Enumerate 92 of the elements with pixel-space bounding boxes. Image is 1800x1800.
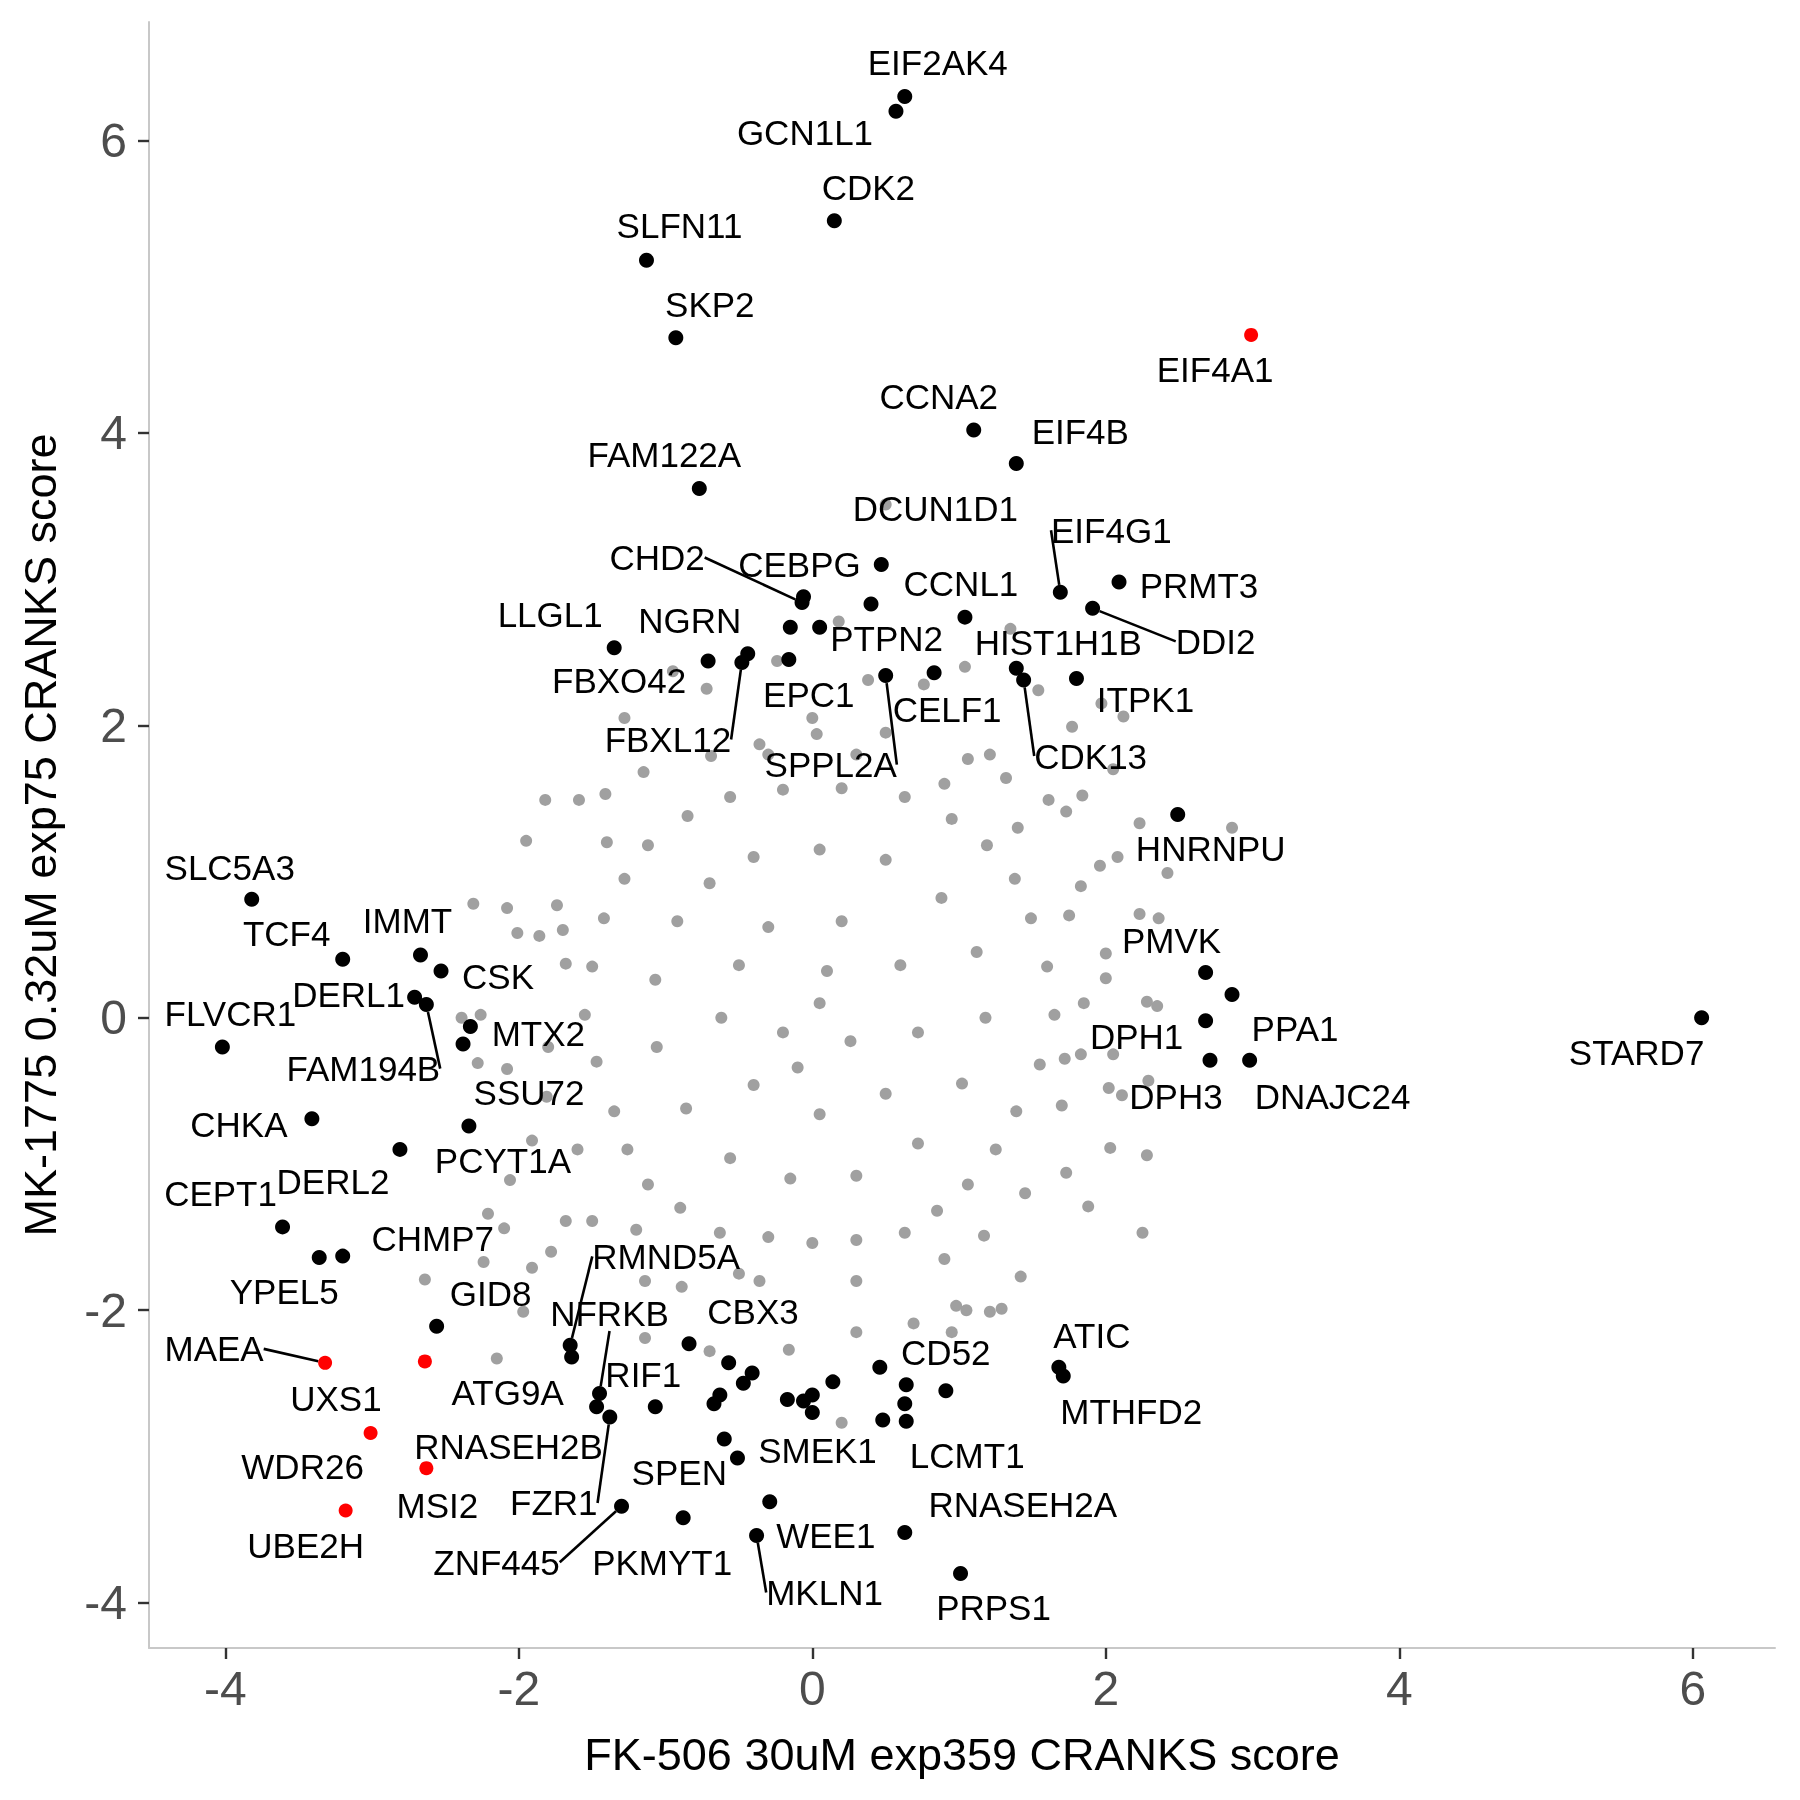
annotation: MTX2 [491,1014,586,1054]
y-tick-label: -2 [84,1283,127,1337]
annotation: SPPL2A [764,745,898,785]
annotation: CCNA2 [879,377,999,417]
annotation: ZNF445 [433,1542,560,1582]
annotation: DDI2 [1175,621,1256,661]
annotation: SSU72 [473,1072,585,1112]
x-tick-label: 4 [1385,1661,1413,1715]
y-tick-label: 4 [100,406,127,460]
x-axis-title: FK-506 30uM exp359 CRANKS score [584,1729,1340,1780]
annotation: GID8 [449,1273,532,1313]
annotation: YPEL5 [229,1272,339,1312]
annotation: SPEN [631,1453,727,1493]
annotation: CCNL1 [903,563,1019,603]
annotation: HNRNPU [1135,829,1286,869]
annotation: ATIC [1053,1315,1131,1355]
annotation: CDK2 [821,168,916,208]
annotation: DERL1 [292,974,406,1014]
x-tick-label: 2 [1092,1661,1120,1715]
annotation: DERL2 [276,1161,390,1201]
annotation: FAM194B [286,1049,441,1089]
annotation: WDR26 [241,1446,364,1486]
y-axis-title: MK-1775 0.32uM exp75 CRANKS score [15,433,66,1237]
y-tick-label: -4 [84,1576,127,1630]
annotation: CELF1 [892,690,1002,730]
annotation: DNAJC24 [1254,1076,1411,1116]
annotation: PPA1 [1251,1008,1339,1048]
annotation: MTHFD2 [1060,1391,1203,1431]
annotation: SLFN11 [616,205,743,245]
annotation: EIF2AK4 [867,43,1008,83]
annotation: UBE2H [247,1526,365,1566]
annotation: EPC1 [763,675,855,715]
annotation: STARD7 [1568,1033,1705,1073]
annotation: ATG9A [451,1372,565,1412]
annotation: DPH3 [1129,1076,1223,1116]
x-tick-label: 0 [798,1661,826,1715]
annotation: RIF1 [605,1355,682,1395]
x-tick-label: 6 [1679,1661,1707,1715]
annotation: FBXO42 [552,661,687,701]
y-tick-label: 2 [100,698,127,752]
annotation: TCF4 [242,913,331,953]
x-tick-label: -4 [203,1661,247,1715]
annotation: PMVK [1122,920,1222,960]
annotation: PKMYT1 [592,1543,733,1583]
annotation: EIF4G1 [1051,510,1172,550]
annotation: RNASEH2B [414,1427,603,1467]
annotation: PRMT3 [1139,565,1259,605]
point [417,1354,432,1369]
annotation: MSI2 [396,1485,479,1525]
annotation: CSK [462,957,535,997]
annotation: CEPT1 [164,1174,277,1214]
point [419,1461,434,1476]
annotation: CDK13 [1034,736,1148,776]
point [1244,327,1259,342]
annotation: DCUN1D1 [852,488,1018,528]
annotation: PCYT1A [434,1141,572,1181]
annotation: LCMT1 [909,1435,1025,1475]
annotation: CEBPG [738,545,861,585]
annotation: CBX3 [707,1292,799,1332]
annotation: DPH1 [1089,1017,1184,1057]
annotation: EIF4A1 [1156,350,1274,390]
annotation: CHD2 [609,538,705,578]
annotation: PTPN2 [830,618,944,658]
annotation: CHMP7 [371,1218,494,1258]
annotation: FAM122A [587,434,742,474]
point [318,1355,333,1370]
annotation: MKLN1 [766,1572,883,1612]
point [363,1426,378,1441]
annotation: IMMT [362,901,453,941]
annotation: FBXL12 [604,719,732,759]
annotation: SLC5A3 [164,847,295,887]
annotation: FZR1 [510,1483,598,1523]
annotation: SMEK1 [758,1431,877,1471]
y-tick-label: 0 [100,991,127,1045]
annotation: MAEA [164,1329,265,1369]
annotation: PRPS1 [936,1587,1051,1627]
y-tick-label: 6 [100,113,127,167]
x-tick-label: -2 [497,1661,541,1715]
annotation: CD52 [901,1332,991,1372]
annotation: ITPK1 [1096,680,1195,720]
annotation: SKP2 [665,285,755,325]
annotation: WEE1 [776,1516,876,1556]
annotation: HIST1H1B [974,622,1142,662]
annotation: GCN1L1 [736,112,874,152]
annotation: RMND5A [592,1236,741,1276]
point [338,1503,353,1518]
annotation: CHKA [190,1105,289,1145]
annotation: LLGL1 [497,595,603,635]
annotation: EIF4B [1031,412,1129,452]
annotation: UXS1 [290,1378,382,1418]
annotation: RNASEH2A [928,1484,1118,1524]
annotation: NGRN [638,601,742,641]
